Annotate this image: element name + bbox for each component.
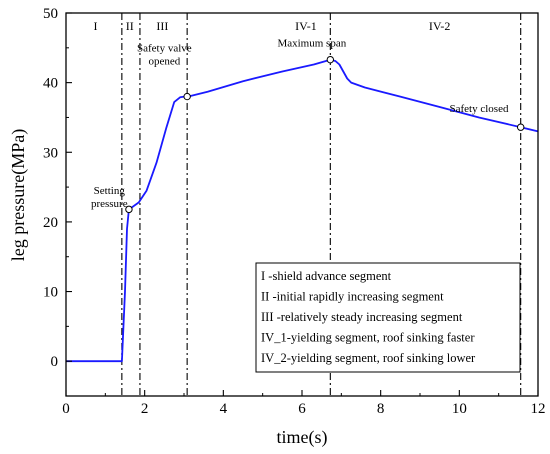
- legend: I -shield advance segment II -initial rap…: [255, 262, 521, 373]
- markers-group: [125, 55, 525, 214]
- annotation-line: pressure: [91, 198, 128, 210]
- annotation-label: Safety closed: [450, 103, 509, 115]
- y-tick-label: 0: [51, 354, 59, 370]
- annotation-line: Setting: [94, 185, 126, 197]
- y-tick-label: 20: [43, 215, 58, 231]
- annotations-group: Setting pressure Safety valve opened Maximum…: [91, 37, 509, 210]
- legend-entry: IV_1-yielding segment, roof sinking fast…: [261, 331, 475, 345]
- annotation-line: Maximum span: [277, 37, 346, 49]
- segment-labels: I II III IV-1 IV-2: [94, 19, 451, 33]
- marker-point: [125, 205, 133, 214]
- marker-point: [516, 123, 525, 131]
- axes: 0 2 4 6 8 10 12 0 10 20 30 40 50: [43, 6, 546, 417]
- x-tick-label: 6: [298, 401, 306, 417]
- y-tick-label: 10: [43, 285, 58, 301]
- legend-entry: III -relatively steady increasing segmen…: [261, 310, 463, 324]
- annotation-label: Maximum span: [277, 37, 346, 49]
- legend-entry: I -shield advance segment: [261, 269, 392, 283]
- annotation-label: Safety valve opened: [137, 42, 192, 67]
- x-tick-label: 4: [220, 401, 228, 417]
- segment-label: III: [156, 19, 168, 33]
- x-tick-label: 8: [377, 401, 385, 417]
- y-axis-title: leg pressure(MPa): [8, 129, 29, 261]
- x-tick-label: 0: [62, 401, 70, 417]
- segment-label: I: [94, 19, 98, 33]
- annotation-line: Safety closed: [450, 103, 509, 115]
- y-tick-label: 40: [43, 76, 58, 92]
- annotation-line: opened: [148, 55, 180, 67]
- marker-point: [326, 55, 335, 64]
- y-tick-label: 50: [43, 6, 58, 22]
- annotation-label: Setting pressure: [91, 185, 128, 210]
- segment-label: II: [126, 19, 134, 33]
- x-tick-label: 10: [452, 401, 467, 417]
- y-tick-label: 30: [43, 145, 58, 161]
- legend-entry: II -initial rapidly increasing segment: [261, 290, 444, 304]
- annotation-line: Safety valve: [137, 42, 192, 54]
- legend-box: [255, 262, 521, 373]
- segment-label: IV-2: [429, 19, 451, 33]
- x-tick-label: 2: [141, 401, 149, 417]
- segment-label: IV-1: [295, 19, 317, 33]
- marker-point: [183, 92, 191, 101]
- x-tick-label: 12: [531, 401, 546, 417]
- legend-entry: IV_2-yielding segment, roof sinking lowe…: [261, 351, 476, 365]
- x-axis-title: time(s): [277, 427, 328, 448]
